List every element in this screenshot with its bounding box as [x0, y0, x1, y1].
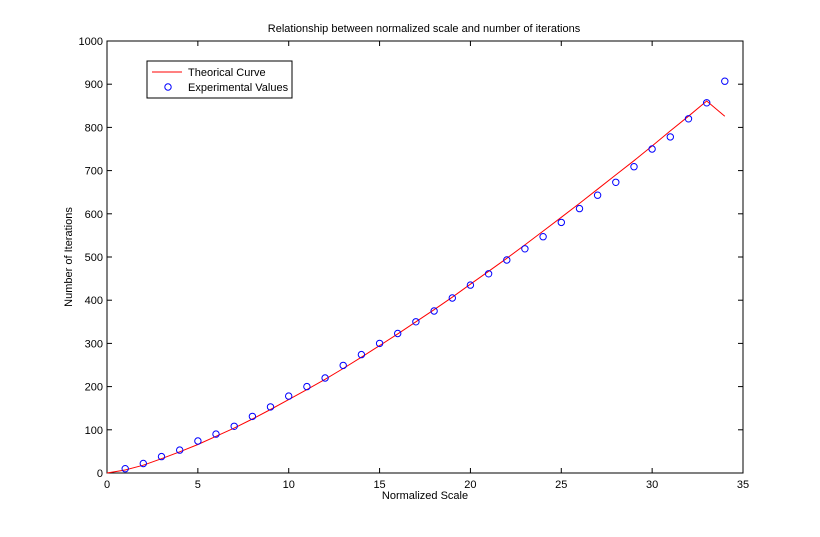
- legend-box: [146, 60, 293, 99]
- y-tick-label: 0: [97, 468, 103, 480]
- data-point-experimental-values: [139, 459, 148, 468]
- legend: Theorical Curve Experimental Values: [146, 60, 293, 99]
- data-point-experimental-values: [412, 318, 420, 326]
- legend-label-theorical-curve: Theorical Curve: [188, 67, 266, 79]
- data-point-experimental-values: [630, 163, 638, 171]
- y-tick-label: 100: [85, 425, 103, 437]
- data-point-experimental-values: [248, 412, 257, 421]
- ticks-layer: 0 5 10 15 20 25 30 35 0 100 200 300 400 500 600 700 800 9…: [79, 36, 750, 491]
- data-point-experimental-values: [176, 446, 184, 454]
- data-point-experimental-values: [448, 294, 456, 302]
- data-point-experimental-values: [557, 218, 565, 227]
- data-point-experimental-values: [212, 430, 220, 438]
- data-point-experimental-values: [357, 350, 366, 359]
- y-tick-label: 900: [85, 79, 103, 91]
- data-point-experimental-values: [466, 281, 475, 289]
- y-axis-label: Number of Iterations: [63, 207, 75, 307]
- data-point-experimental-values: [666, 133, 674, 141]
- data-point-experimental-values: [593, 191, 602, 199]
- data-point-experimental-values: [230, 422, 238, 430]
- x-tick-label: 20: [464, 479, 476, 491]
- data-point-experimental-values: [575, 204, 584, 213]
- data-point-experimental-values: [194, 437, 202, 445]
- x-tick-label: 0: [104, 479, 110, 491]
- plot-frame: [106, 40, 744, 474]
- data-point-experimental-values: [375, 339, 384, 348]
- data-point-experimental-values: [394, 329, 402, 338]
- data-point-experimental-values: [157, 452, 166, 461]
- data-point-experimental-values: [266, 403, 275, 411]
- legend-label-experimental-values: Experimental Values: [188, 82, 289, 94]
- data-point-experimental-values: [339, 361, 347, 370]
- x-tick-label: 35: [737, 479, 749, 491]
- chart-title: Relationship between normalized scale an…: [268, 23, 581, 35]
- x-tick-label: 10: [283, 479, 295, 491]
- data-point-experimental-values: [321, 374, 329, 382]
- data-point-experimental-values: [121, 465, 129, 473]
- data-point-experimental-values: [539, 233, 547, 241]
- data-point-experimental-values: [285, 392, 293, 400]
- y-tick-label: 1000: [79, 36, 103, 48]
- series-layer: [106, 77, 729, 474]
- x-axis-label: Normalized Scale: [382, 490, 468, 502]
- data-point-experimental-values: [684, 115, 693, 123]
- y-tick-label: 300: [85, 338, 103, 350]
- data-point-experimental-values: [430, 307, 438, 315]
- x-tick-label: 15: [373, 479, 385, 491]
- data-point-experimental-values: [503, 256, 511, 264]
- x-tick-label: 30: [646, 479, 658, 491]
- y-tick-label: 400: [85, 295, 103, 307]
- y-tick-label: 500: [85, 252, 103, 264]
- y-tick-label: 600: [85, 209, 103, 221]
- data-point-experimental-values: [721, 77, 729, 85]
- y-tick-label: 700: [85, 166, 103, 178]
- data-point-experimental-values: [703, 99, 711, 107]
- data-point-experimental-values: [521, 245, 529, 253]
- legend-marker-experimental-values: [164, 83, 172, 91]
- data-point-experimental-values: [303, 382, 311, 391]
- y-tick-label: 200: [85, 382, 103, 394]
- x-tick-label: 25: [555, 479, 567, 491]
- x-tick-label: 5: [195, 479, 201, 491]
- series-line-theorical-curve: [106, 100, 726, 474]
- y-tick-label: 800: [85, 122, 103, 134]
- data-point-experimental-values: [648, 145, 656, 153]
- data-point-experimental-values: [612, 178, 620, 187]
- data-point-experimental-values: [484, 270, 493, 278]
